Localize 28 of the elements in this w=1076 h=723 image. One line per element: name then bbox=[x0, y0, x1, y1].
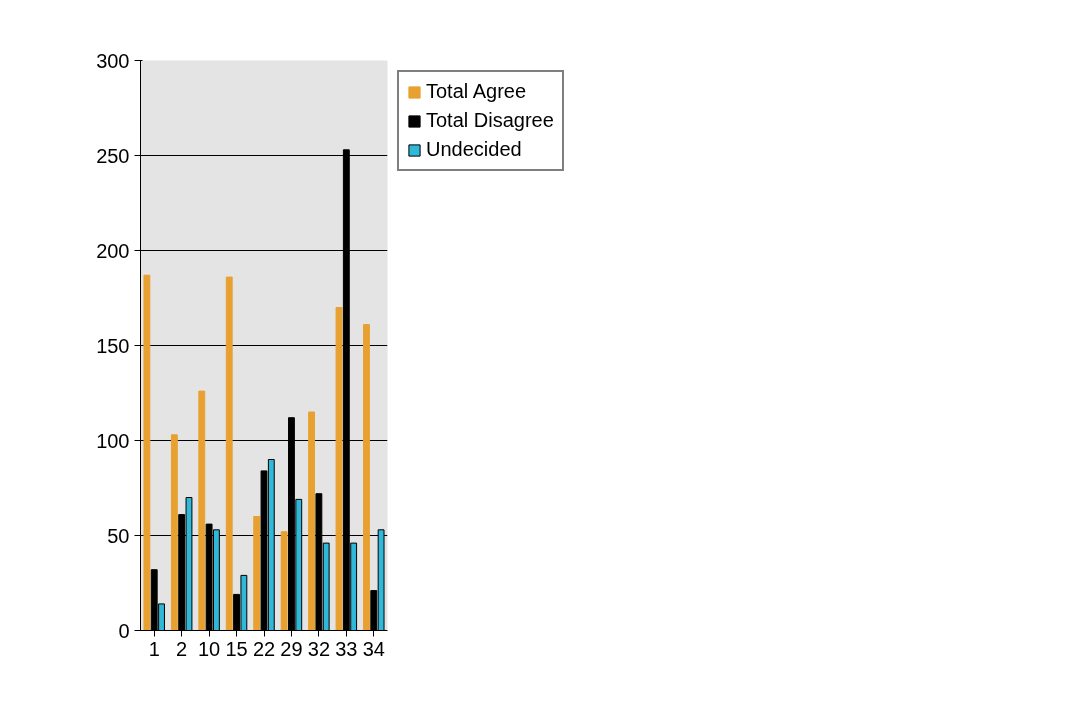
y-tick-label: 300 bbox=[96, 49, 130, 72]
x-tick-label: 22 bbox=[252, 637, 276, 660]
y-tick-label: 0 bbox=[118, 619, 130, 642]
bar bbox=[308, 411, 315, 631]
y-tick-label: 200 bbox=[96, 239, 130, 262]
y-tick-label: 100 bbox=[96, 429, 130, 452]
x-tick-label: 34 bbox=[362, 637, 385, 660]
bar bbox=[170, 434, 178, 631]
x-tick-label: 29 bbox=[280, 637, 303, 660]
x-tick-label: 2 bbox=[176, 637, 188, 660]
y-tick-label: 50 bbox=[107, 524, 130, 547]
x-tick-label: 33 bbox=[335, 637, 358, 660]
bar bbox=[225, 276, 233, 631]
bar bbox=[280, 531, 288, 631]
legend-label: Undecided bbox=[426, 138, 522, 161]
x-tick-label: 15 bbox=[225, 637, 248, 660]
y-tick-label: 150 bbox=[96, 334, 130, 357]
x-tick-label: 32 bbox=[307, 637, 331, 660]
bar bbox=[143, 274, 151, 631]
x-tick-label: 1 bbox=[148, 637, 160, 660]
bar bbox=[198, 390, 206, 631]
x-tick-label: 10 bbox=[197, 637, 221, 660]
bar bbox=[253, 516, 261, 631]
legend-label: Total Disagree bbox=[426, 109, 554, 132]
y-tick-label: 250 bbox=[96, 144, 130, 167]
legend-label: Total Agree bbox=[426, 80, 527, 103]
bar bbox=[335, 307, 343, 631]
bar bbox=[363, 324, 370, 631]
